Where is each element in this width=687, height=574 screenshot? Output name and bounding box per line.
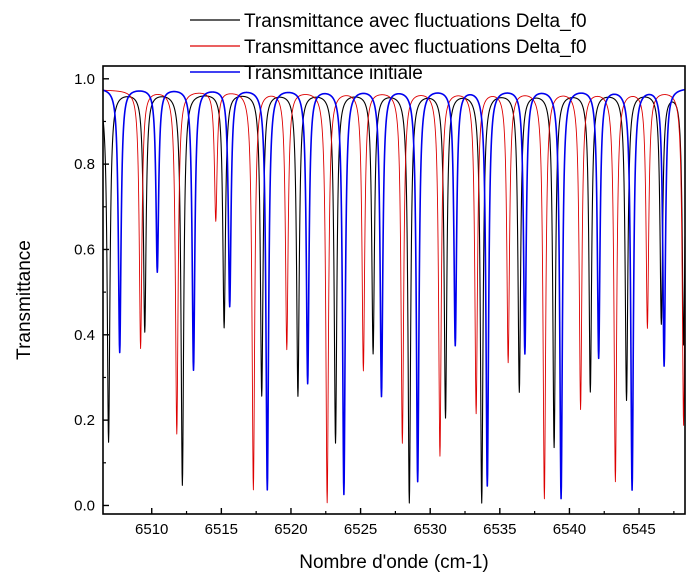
legend-label-series-1: Transmittance avec fluctuations Delta_f0: [244, 11, 587, 32]
x-tick-label: 6525: [344, 521, 377, 538]
y-tick-label: 1.0: [74, 71, 95, 88]
y-axis-title: Transmittance: [14, 240, 35, 360]
x-tick-label: 6535: [483, 521, 516, 538]
legend: Transmittance avec fluctuations Delta_f0…: [190, 11, 587, 84]
series-layer: [103, 88, 685, 504]
x-tick-label: 6510: [135, 521, 168, 538]
y-tick-label: 0.2: [74, 412, 95, 429]
x-axis: 6510 6515 6520 6525 6530 6535 6540 6545: [135, 508, 675, 538]
series-line-1: [103, 95, 685, 504]
x-tick-label: 6545: [622, 521, 655, 538]
x-tick-label: 6530: [414, 521, 447, 538]
series-line-2: [103, 89, 685, 504]
plot-frame: [102, 65, 686, 515]
y-tick-label: 0.0: [74, 497, 95, 514]
y-axis: 0.0 0.2 0.4 0.6 0.8 1.0: [74, 71, 109, 514]
y-tick-label: 0.8: [74, 156, 95, 173]
x-tick-label: 6515: [205, 521, 238, 538]
x-tick-label: 6520: [274, 521, 307, 538]
y-tick-label: 0.6: [74, 241, 95, 258]
legend-label-series-2: Transmittance avec fluctuations Delta_f0: [244, 37, 587, 58]
legend-label-series-3: Transmittance initiale: [244, 63, 423, 84]
y-tick-label: 0.4: [74, 327, 95, 344]
x-axis-title: Nombre d'onde (cm-1): [299, 552, 488, 573]
series-line-3: [103, 88, 685, 500]
x-tick-label: 6540: [553, 521, 586, 538]
